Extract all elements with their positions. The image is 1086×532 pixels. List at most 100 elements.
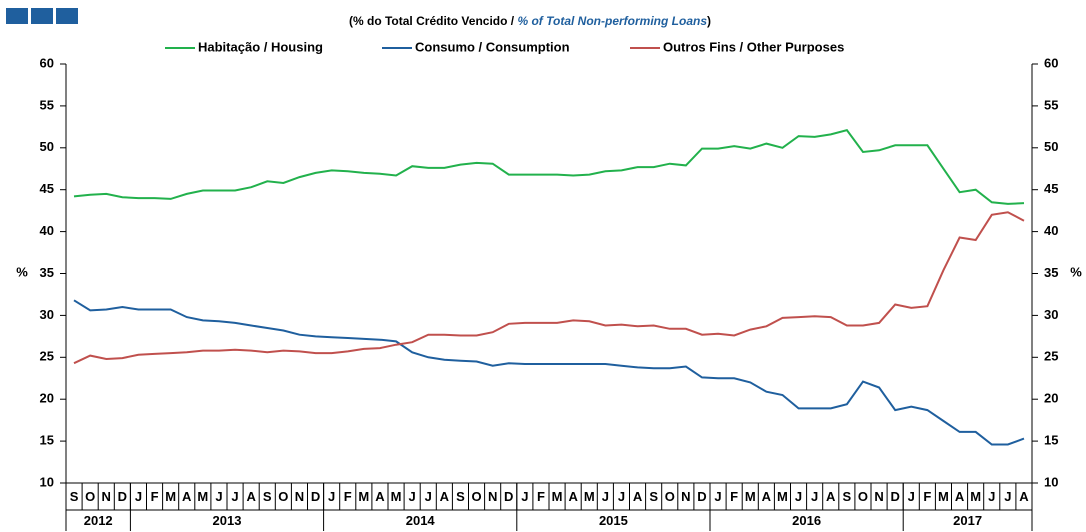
- x-tick-label: D: [890, 489, 899, 504]
- x-tick-label: A: [246, 489, 256, 504]
- x-tick-label: A: [762, 489, 772, 504]
- y-tick-label: 60: [40, 55, 54, 70]
- x-tick-label: M: [358, 489, 369, 504]
- legend-label: Outros Fins / Other Purposes: [663, 39, 844, 54]
- x-tick-label: F: [923, 489, 931, 504]
- y2-tick-label: 35: [1044, 265, 1058, 280]
- y-tick-label: 40: [40, 223, 54, 238]
- x-tick-label: M: [197, 489, 208, 504]
- x-tick-label: J: [714, 489, 721, 504]
- year-label: 2013: [213, 513, 242, 528]
- x-tick-label: J: [988, 489, 995, 504]
- subtitle-end: ): [707, 14, 711, 28]
- x-tick-label: D: [504, 489, 513, 504]
- x-tick-label: A: [955, 489, 965, 504]
- x-tick-label: J: [908, 489, 915, 504]
- x-tick-label: O: [858, 489, 868, 504]
- year-label: 2012: [84, 513, 113, 528]
- x-tick-label: M: [165, 489, 176, 504]
- y-tick-label: 50: [40, 139, 54, 154]
- x-tick-label: D: [118, 489, 127, 504]
- x-tick-label: F: [537, 489, 545, 504]
- x-tick-label: J: [618, 489, 625, 504]
- y-tick-label: 25: [40, 349, 54, 364]
- y-tick-label: 20: [40, 391, 54, 406]
- x-tick-label: A: [1019, 489, 1029, 504]
- y2-tick-label: 30: [1044, 307, 1058, 322]
- x-tick-label: F: [730, 489, 738, 504]
- x-tick-label: O: [278, 489, 288, 504]
- series-line: [73, 129, 1025, 205]
- y2-tick-label: 40: [1044, 223, 1058, 238]
- subtitle-en: % of Total Non-performing Loans: [517, 14, 707, 28]
- x-tick-label: N: [295, 489, 304, 504]
- x-tick-label: N: [681, 489, 690, 504]
- x-tick-label: N: [874, 489, 883, 504]
- y2-tick-label: 25: [1044, 349, 1058, 364]
- x-tick-label: A: [633, 489, 643, 504]
- x-tick-label: J: [602, 489, 609, 504]
- x-tick-label: N: [488, 489, 497, 504]
- y-tick-label: 15: [40, 433, 54, 448]
- year-label: 2016: [792, 513, 821, 528]
- x-tick-label: S: [649, 489, 658, 504]
- x-tick-label: M: [584, 489, 595, 504]
- y2-tick-label: 60: [1044, 55, 1058, 70]
- x-tick-label: O: [665, 489, 675, 504]
- series-line: [73, 299, 1025, 446]
- y-tick-label: 30: [40, 307, 54, 322]
- x-tick-label: M: [777, 489, 788, 504]
- x-tick-label: F: [151, 489, 159, 504]
- y2-axis-label: %: [1070, 264, 1082, 279]
- x-tick-label: A: [826, 489, 836, 504]
- x-tick-label: S: [456, 489, 465, 504]
- x-tick-label: J: [409, 489, 416, 504]
- y-tick-label: 45: [40, 181, 54, 196]
- x-tick-label: D: [697, 489, 706, 504]
- year-label: 2015: [599, 513, 628, 528]
- x-tick-label: S: [843, 489, 852, 504]
- year-label: 2014: [406, 513, 436, 528]
- x-tick-label: F: [344, 489, 352, 504]
- series-line: [73, 211, 1025, 365]
- x-tick-label: J: [215, 489, 222, 504]
- x-tick-label: J: [328, 489, 335, 504]
- logo-block: [56, 8, 78, 24]
- y-tick-label: 35: [40, 265, 54, 280]
- x-tick-label: J: [521, 489, 528, 504]
- x-tick-label: O: [471, 489, 481, 504]
- x-tick-label: M: [970, 489, 981, 504]
- x-tick-label: A: [375, 489, 385, 504]
- x-tick-label: J: [425, 489, 432, 504]
- y-tick-label: 10: [40, 474, 54, 489]
- chart-subtitle: (% do Total Crédito Vencido / % of Total…: [349, 14, 711, 28]
- y2-tick-label: 45: [1044, 181, 1058, 196]
- x-tick-label: M: [391, 489, 402, 504]
- x-tick-label: S: [263, 489, 272, 504]
- x-tick-label: J: [231, 489, 238, 504]
- y2-tick-label: 15: [1044, 433, 1058, 448]
- x-tick-label: A: [182, 489, 192, 504]
- subtitle-pt: (% do Total Crédito Vencido /: [349, 14, 517, 28]
- x-tick-label: S: [70, 489, 79, 504]
- x-tick-label: D: [311, 489, 320, 504]
- x-tick-label: J: [811, 489, 818, 504]
- x-tick-label: M: [938, 489, 949, 504]
- x-tick-label: A: [568, 489, 578, 504]
- x-tick-label: M: [745, 489, 756, 504]
- x-tick-label: J: [795, 489, 802, 504]
- y-axis-label: %: [16, 264, 28, 279]
- logo-block: [31, 8, 53, 24]
- legend-label: Habitação / Housing: [198, 39, 323, 54]
- legend-label: Consumo / Consumption: [415, 39, 570, 54]
- x-tick-label: A: [440, 489, 450, 504]
- x-tick-label: N: [102, 489, 111, 504]
- y2-tick-label: 55: [1044, 97, 1058, 112]
- y2-tick-label: 10: [1044, 474, 1058, 489]
- y2-tick-label: 50: [1044, 139, 1058, 154]
- logo-block: [6, 8, 28, 24]
- year-label: 2017: [953, 513, 982, 528]
- x-tick-label: O: [85, 489, 95, 504]
- y2-tick-label: 20: [1044, 391, 1058, 406]
